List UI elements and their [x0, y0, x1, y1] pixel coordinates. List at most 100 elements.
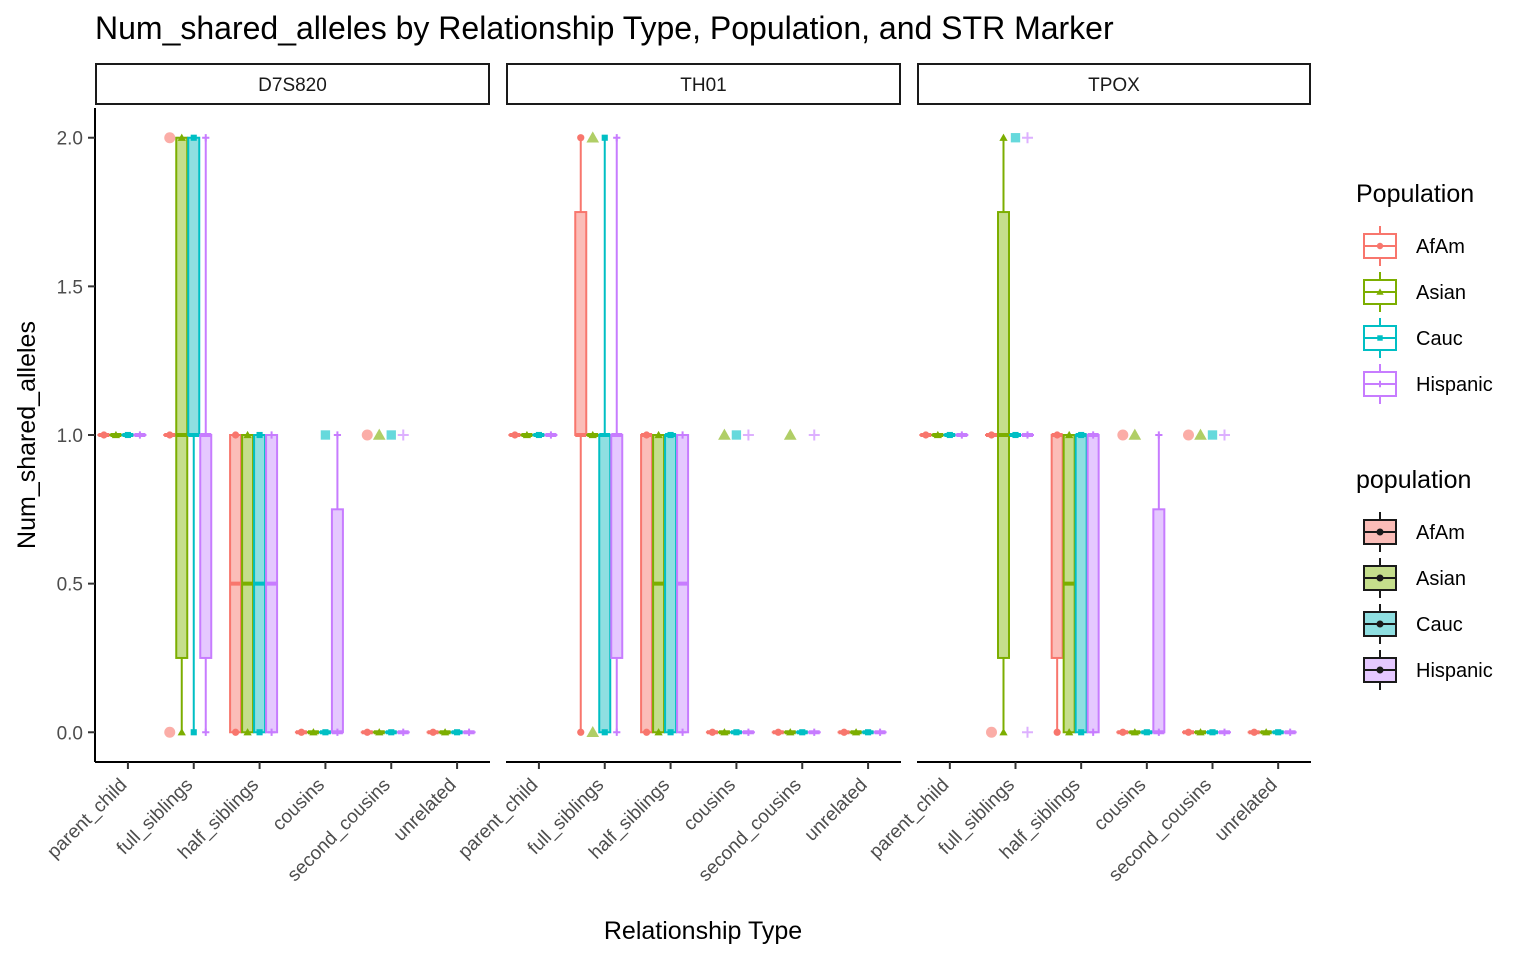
marker	[309, 728, 318, 736]
outlier-point	[1128, 428, 1142, 440]
box-hispanic	[873, 728, 887, 736]
marker	[642, 728, 651, 736]
outlier-point	[742, 429, 754, 441]
legend-0: Population AfAm Asian Cauc Hispanic	[1356, 180, 1493, 404]
outlier-point	[386, 430, 396, 440]
box-hispanic	[1283, 728, 1297, 736]
box-hispanic	[133, 431, 147, 439]
box-asian	[849, 728, 863, 736]
marker	[333, 431, 342, 439]
box-hispanic	[1086, 431, 1100, 736]
box-hispanic	[955, 431, 969, 439]
box-cauc	[318, 729, 332, 736]
marker	[1065, 728, 1074, 736]
strip-label: TH01	[680, 75, 726, 96]
x-axis-title: Relationship Type	[604, 917, 802, 945]
marker	[987, 431, 996, 439]
marker	[190, 134, 197, 141]
outlier-point	[361, 429, 373, 441]
marker	[1286, 728, 1294, 736]
y-tick-label: 1.5	[57, 277, 83, 298]
marker	[297, 728, 306, 736]
box-hispanic	[610, 134, 624, 736]
box-asian	[438, 728, 452, 736]
box-cauc	[384, 729, 398, 736]
legend-key-asian	[1363, 558, 1397, 598]
strip-d7s820	[95, 63, 490, 105]
box-cauc	[253, 431, 267, 736]
marker	[190, 729, 197, 736]
box-hispanic	[676, 431, 690, 736]
box-body	[175, 136, 189, 659]
outlier-point	[397, 429, 409, 441]
box-afam	[919, 431, 933, 439]
box-afam	[97, 431, 111, 439]
strip-th01	[506, 63, 901, 105]
box-cauc	[1009, 431, 1022, 439]
legend-key-hispanic	[1363, 650, 1397, 690]
box-cauc	[664, 431, 678, 736]
legend-label: AfAm	[1416, 236, 1465, 258]
box-afam	[837, 728, 851, 736]
box-body	[1074, 434, 1088, 734]
legend-label: Asian	[1416, 282, 1466, 304]
y-tick-label: 1.0	[57, 426, 83, 447]
box-asian	[1259, 728, 1273, 736]
box-body	[1086, 434, 1100, 734]
strip-label: D7S820	[258, 75, 327, 96]
box-cauc	[1140, 729, 1154, 736]
marker	[511, 431, 519, 439]
box-asian	[652, 430, 666, 736]
marker	[613, 728, 621, 736]
marker	[322, 729, 329, 736]
legend-marker	[1377, 335, 1383, 341]
box-afam	[426, 728, 440, 736]
box-body	[640, 434, 654, 734]
marker	[654, 728, 663, 736]
y-tick-label: 0.5	[57, 575, 83, 596]
box-asian	[1062, 430, 1076, 736]
panel-tpox: TPOXparent_childfull_siblingshalf_siblin…	[865, 63, 1311, 886]
outlier-point	[164, 726, 176, 738]
box-afam	[1182, 728, 1195, 736]
outlier-point	[1010, 133, 1021, 143]
marker	[1220, 728, 1229, 736]
box-afam	[574, 134, 588, 736]
box-cauc	[729, 729, 743, 736]
x-tick-label: unrelated	[1211, 775, 1282, 846]
box-hispanic	[1218, 728, 1231, 736]
marker	[1053, 431, 1061, 439]
marker	[1065, 430, 1074, 439]
outlier-point	[372, 428, 386, 440]
marker	[202, 134, 210, 142]
legend-marker	[1376, 380, 1384, 388]
marker	[243, 728, 252, 736]
marker	[577, 134, 585, 142]
box-afam	[1050, 431, 1064, 736]
box-hispanic	[265, 431, 279, 736]
marker	[1275, 729, 1282, 736]
marker	[786, 728, 795, 736]
marker	[363, 728, 371, 736]
legend-title: Population	[1356, 180, 1474, 208]
box-hispanic	[330, 431, 344, 736]
marker	[440, 728, 450, 736]
marker	[388, 729, 395, 736]
marker	[1012, 431, 1019, 439]
strip-label: TPOX	[1088, 75, 1140, 96]
marker	[1184, 728, 1193, 736]
legend-marker	[1376, 666, 1384, 674]
box-hispanic	[741, 728, 755, 736]
outlier-point	[986, 726, 997, 738]
marker	[744, 728, 753, 736]
box-asian	[717, 728, 731, 736]
legend-key-cauc	[1363, 318, 1397, 358]
marker	[465, 728, 473, 736]
strip-tpox	[917, 63, 1311, 105]
marker	[999, 728, 1008, 736]
legend-marker	[1376, 574, 1384, 582]
outlier-point	[783, 428, 797, 440]
marker	[1262, 728, 1271, 736]
marker	[708, 728, 717, 736]
marker	[547, 431, 555, 439]
